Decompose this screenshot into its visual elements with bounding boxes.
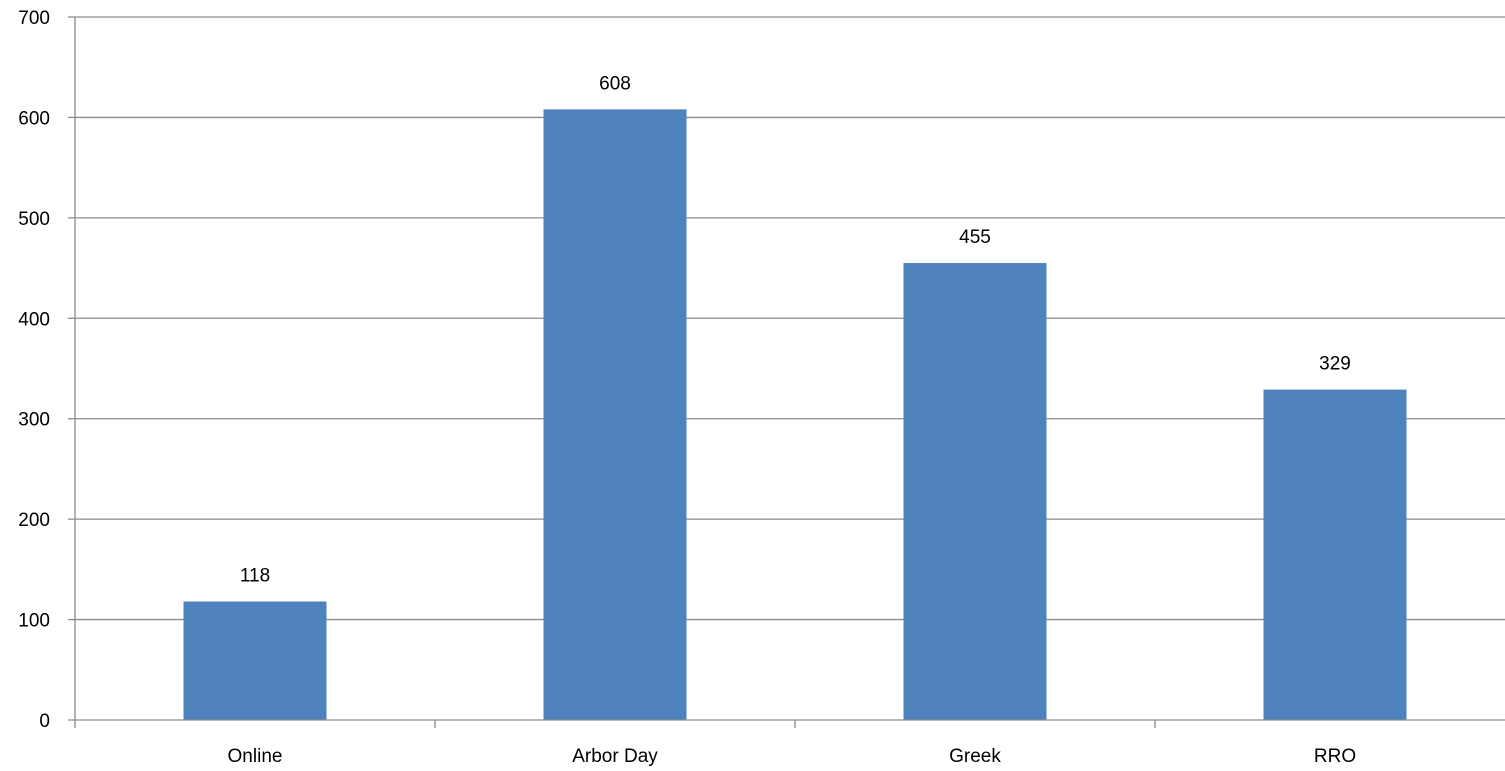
bar-online — [183, 601, 327, 720]
gridlines — [75, 16, 1505, 621]
x-tick-label: RRO — [1314, 746, 1356, 767]
bar-greek — [903, 263, 1047, 720]
y-tick-label: 600 — [18, 108, 50, 129]
bars — [183, 109, 1407, 720]
y-tick-label: 200 — [18, 510, 50, 531]
y-tick-label: 700 — [18, 8, 50, 29]
y-tick-label: 300 — [18, 410, 50, 431]
x-axis-tick-labels: Online Arbor Day Greek RRO — [228, 746, 1357, 767]
bar-arbor-day — [543, 109, 687, 720]
axes — [68, 16, 1505, 728]
y-tick-label: 500 — [18, 209, 50, 230]
bar-rro — [1263, 389, 1407, 720]
data-label: 608 — [599, 73, 631, 94]
x-tick-label: Greek — [949, 746, 1001, 767]
y-tick-label: 0 — [39, 711, 50, 732]
x-tick-label: Online — [228, 746, 283, 767]
x-tick-label: Arbor Day — [572, 746, 658, 767]
data-labels: 118 608 455 329 — [240, 73, 1351, 586]
data-label: 118 — [240, 565, 270, 586]
data-label: 455 — [959, 227, 991, 248]
y-tick-label: 400 — [18, 309, 50, 330]
y-tick-label: 100 — [18, 611, 50, 632]
y-axis-tick-labels: 0 100 200 300 400 500 600 700 — [18, 8, 50, 732]
data-label: 329 — [1319, 354, 1351, 375]
